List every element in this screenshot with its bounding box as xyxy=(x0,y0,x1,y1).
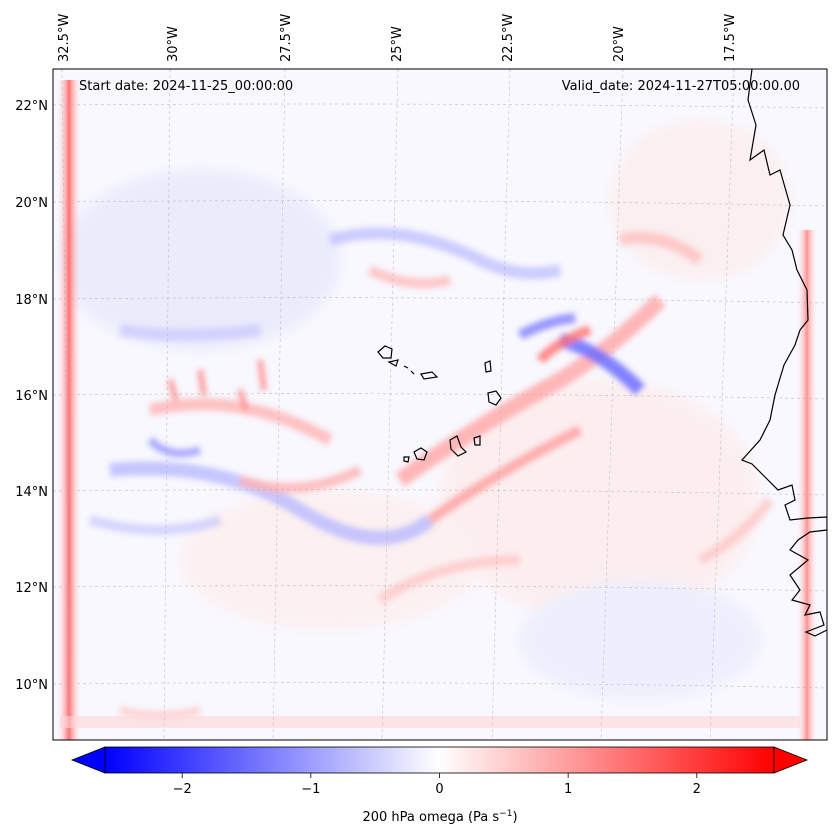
lon-tick-label: 32.5°W xyxy=(57,14,72,62)
lat-tick-label: 14°N xyxy=(15,485,48,500)
latitude-ticks: 22°N 20°N 18°N 16°N 14°N 12°N 10°N xyxy=(15,99,48,693)
lon-tick-label: 30°W xyxy=(166,26,181,62)
cape-verde-islands xyxy=(377,345,502,463)
valid-date-text: Valid_date: 2024-11-27T05:00:00.00 xyxy=(562,79,800,94)
colorbar-tick-label: 0 xyxy=(435,782,443,797)
colorbar-label: 200 hPa omega (Pa s−1) xyxy=(362,809,517,825)
colorbar-label-end: ) xyxy=(512,810,517,825)
africa-coastline xyxy=(740,69,827,637)
colorbar-tick-label: 1 xyxy=(564,782,572,797)
lon-tick-label: 17.5°W xyxy=(723,14,738,62)
map-frame xyxy=(52,68,828,741)
lon-tick-label: 27.5°W xyxy=(279,14,294,62)
lat-tick-label: 18°N xyxy=(15,293,48,308)
lat-tick-label: 20°N xyxy=(15,196,48,211)
longitude-ticks: 32.5°W 30°W 27.5°W 25°W 22.5°W 20°W 17.5… xyxy=(57,14,738,62)
colorbar-gradient xyxy=(104,746,775,774)
colorbar-tick-label: −1 xyxy=(301,782,320,797)
colorbar-label-sup: −1 xyxy=(499,809,512,819)
colorbar: −2 −1 0 1 2 200 hPa omega (Pa s−1) xyxy=(70,746,809,825)
omega-field xyxy=(53,69,827,740)
lat-tick-label: 16°N xyxy=(15,389,48,404)
colorbar-label-main: 200 hPa omega (Pa s xyxy=(362,810,499,825)
lat-tick-label: 10°N xyxy=(15,678,48,693)
colorbar-extend-low xyxy=(70,746,106,774)
colorbar-extend-high xyxy=(773,746,809,774)
lon-tick-label: 20°W xyxy=(612,26,627,62)
colorbar-tick-label: 2 xyxy=(693,782,701,797)
lon-tick-label: 22.5°W xyxy=(501,14,516,62)
lat-tick-label: 12°N xyxy=(15,581,48,596)
colorbar-ticks: −2 −1 0 1 2 xyxy=(173,773,701,797)
colorbar-tick-label: −2 xyxy=(173,782,192,797)
lon-tick-label: 25°W xyxy=(390,26,405,62)
start-date-text: Start date: 2024-11-25_00:00:00 xyxy=(79,79,293,94)
lat-tick-label: 22°N xyxy=(15,99,48,114)
